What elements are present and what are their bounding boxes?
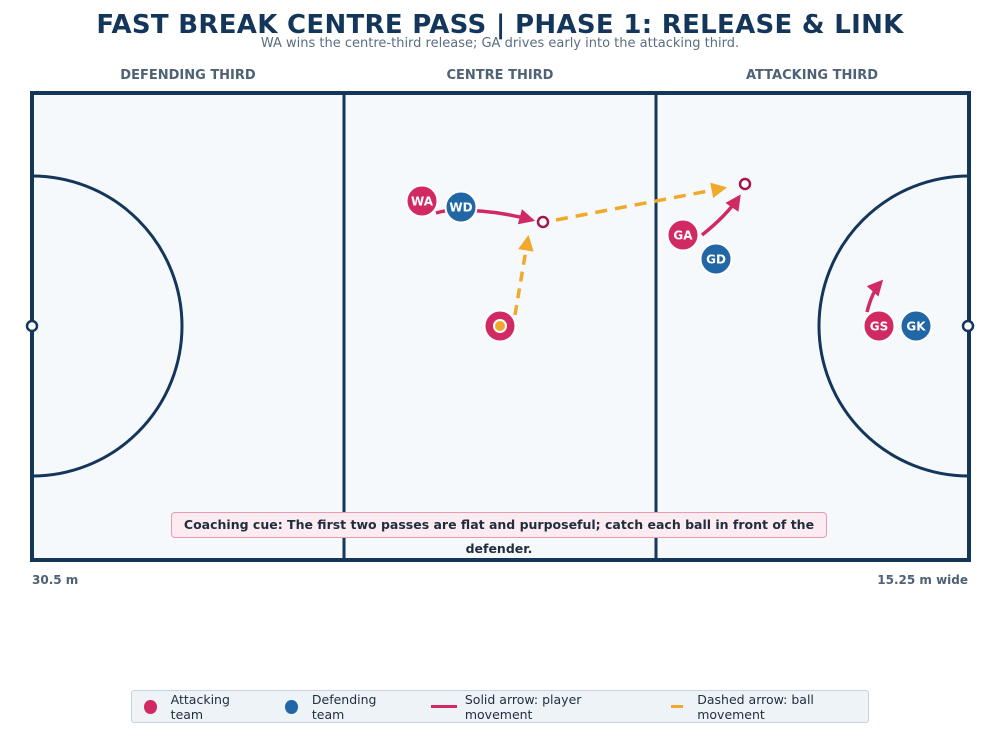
player-gs: GS: [862, 309, 896, 343]
player-gk: GK: [899, 309, 933, 343]
zone-label-centre-third: CENTRE THIRD: [446, 68, 554, 83]
svg-text:WA: WA: [411, 195, 434, 209]
diagram-subtitle: WA wins the centre-third release; GA dri…: [260, 36, 740, 51]
legend-item-ball-movement: Dashed arrow: ball movement: [665, 692, 869, 722]
ball-pass-centre-to-wa: [513, 234, 534, 316]
legend-label-player-movement: Solid arrow: player movement: [464, 691, 582, 722]
player-gd: GD: [699, 242, 733, 276]
player-ga: GA: [666, 218, 700, 252]
legend-item-player-movement: Solid arrow: player movement: [431, 692, 636, 722]
player-wa: WA: [405, 184, 439, 218]
receive-point-ga: [738, 177, 752, 191]
diagram-title: FAST BREAK CENTRE PASS | PHASE 1: RELEAS…: [96, 10, 904, 40]
defending-dot-icon: [285, 699, 298, 714]
coaching-cue-text: Coaching cue: The first two passes are f…: [183, 517, 815, 556]
centre-player-with-ball: [483, 309, 517, 343]
legend: Attacking team Defending team Solid arro…: [131, 690, 869, 723]
goal-post-right: [961, 319, 975, 333]
zone-label-defending-third: DEFENDING THIRD: [120, 68, 256, 83]
svg-text:WD: WD: [449, 201, 472, 215]
player-wd: WD: [444, 190, 478, 224]
goal-post-left: [25, 319, 39, 333]
legend-label-attacking: Attacking team: [170, 691, 230, 722]
legend-label-ball-movement: Dashed arrow: ball movement: [697, 691, 814, 722]
svg-text:GD: GD: [706, 253, 726, 267]
attacking-dot-icon: [144, 699, 157, 714]
shooting-circle-left: [31, 174, 184, 478]
court-length-label: 30.5 m: [32, 573, 79, 587]
receive-point-wa: [536, 215, 550, 229]
legend-label-defending: Defending team: [311, 691, 377, 722]
ball-icon: [493, 319, 507, 333]
dashed-line-icon: [670, 705, 684, 708]
ball-pass-wa-to-ga: [555, 182, 728, 222]
svg-text:GK: GK: [906, 320, 926, 334]
shooting-circle-right: [817, 174, 970, 478]
svg-text:GS: GS: [870, 320, 889, 334]
court-width-label: 15.25 m wide: [877, 573, 968, 587]
movement-gs-lead: [865, 279, 884, 313]
movement-ga-drive: [700, 194, 741, 237]
legend-item-attacking: Attacking team: [144, 692, 257, 722]
legend-item-defending: Defending team: [285, 692, 403, 722]
svg-text:GA: GA: [673, 229, 693, 243]
solid-line-icon: [431, 705, 457, 708]
coaching-cue-box: Coaching cue: The first two passes are f…: [171, 512, 827, 556]
zone-label-attacking-third: ATTACKING THIRD: [745, 68, 879, 83]
